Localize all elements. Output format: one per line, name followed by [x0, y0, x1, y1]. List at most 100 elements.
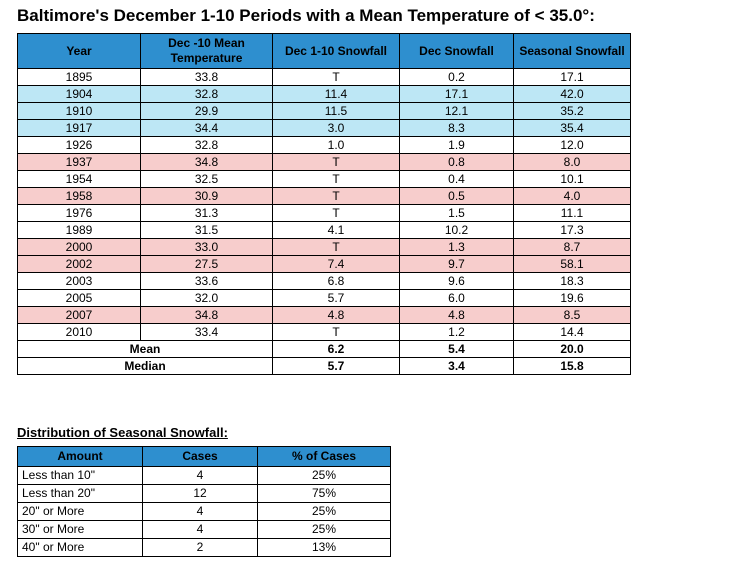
- cell-dec1-10-snowfall: T: [272, 170, 400, 188]
- cell-dec1-10-snowfall: T: [272, 323, 400, 341]
- cell-dec1-10-snowfall: T: [272, 187, 400, 205]
- cell-dec-snowfall: 0.5: [399, 187, 514, 205]
- year-row-1989: 1989 31.5 4.1 10.2 17.3: [17, 221, 631, 239]
- dist-col-header-amount: Amount: [17, 446, 143, 467]
- cell-mean-temp: 27.5: [140, 255, 273, 273]
- year-row-2003: 2003 33.6 6.8 9.6 18.3: [17, 272, 631, 290]
- dist-row: Less than 10" 4 25%: [17, 466, 391, 485]
- cell-year: 1904: [17, 85, 141, 103]
- cell-mean-temp: 30.9: [140, 187, 273, 205]
- dist-cell-pct: 25%: [257, 520, 391, 539]
- cell-mean-temp: 32.0: [140, 289, 273, 307]
- cell-mean-temp: 29.9: [140, 102, 273, 120]
- cell-dec1-10-snowfall: 4.8: [272, 306, 400, 324]
- cell-year: 1937: [17, 153, 141, 171]
- cell-seasonal-snowfall: 19.6: [513, 289, 631, 307]
- cell-dec1-10-snowfall: 11.5: [272, 102, 400, 120]
- cell-mean-temp: 33.0: [140, 238, 273, 256]
- dist-col-header-cases: Cases: [142, 446, 258, 467]
- cell-dec1-10-snowfall: 11.4: [272, 85, 400, 103]
- year-row-1976: 1976 31.3 T 1.5 11.1: [17, 204, 631, 222]
- year-row-1926: 1926 32.8 1.0 1.9 12.0: [17, 136, 631, 154]
- cell-seasonal-snowfall: 8.5: [513, 306, 631, 324]
- cell-mean-temp: 31.3: [140, 204, 273, 222]
- dist-cell-cases: 12: [142, 484, 258, 503]
- year-row-1958: 1958 30.9 T 0.5 4.0: [17, 187, 631, 205]
- year-row-1937: 1937 34.8 T 0.8 8.0: [17, 153, 631, 171]
- cell-dec-snowfall: 0.4: [399, 170, 514, 188]
- cell-year: 1917: [17, 119, 141, 137]
- summary-row-mean: Mean 6.2 5.4 20.0: [17, 340, 631, 358]
- cell-seasonal-snowfall: 4.0: [513, 187, 631, 205]
- year-row-2002: 2002 27.5 7.4 9.7 58.1: [17, 255, 631, 273]
- cell-mean-temp: 34.8: [140, 153, 273, 171]
- year-row-2000: 2000 33.0 T 1.3 8.7: [17, 238, 631, 256]
- cell-dec1-10-snowfall: 3.0: [272, 119, 400, 137]
- dist-cell-cases: 4: [142, 466, 258, 485]
- cell-dec-snowfall: 8.3: [399, 119, 514, 137]
- cell-year: 1895: [17, 68, 141, 86]
- cell-mean-temp: 31.5: [140, 221, 273, 239]
- summary-seasonal-snowfall: 20.0: [513, 340, 631, 358]
- cell-dec-snowfall: 9.6: [399, 272, 514, 290]
- cell-seasonal-snowfall: 14.4: [513, 323, 631, 341]
- cell-dec-snowfall: 10.2: [399, 221, 514, 239]
- cell-year: 2010: [17, 323, 141, 341]
- dist-table-header-row: Amount Cases % of Cases: [17, 446, 391, 467]
- cell-seasonal-snowfall: 12.0: [513, 136, 631, 154]
- cell-dec-snowfall: 1.3: [399, 238, 514, 256]
- col-header-mean-temp: Dec -10 Mean Temperature: [140, 33, 273, 69]
- dist-cell-cases: 4: [142, 502, 258, 521]
- col-header-dec-snowfall: Dec Snowfall: [399, 33, 514, 69]
- dist-cell-pct: 13%: [257, 538, 391, 557]
- cell-seasonal-snowfall: 8.7: [513, 238, 631, 256]
- dist-cell-pct: 25%: [257, 502, 391, 521]
- cell-seasonal-snowfall: 17.1: [513, 68, 631, 86]
- dist-row: Less than 20" 12 75%: [17, 484, 391, 503]
- year-row-2005: 2005 32.0 5.7 6.0 19.6: [17, 289, 631, 307]
- cell-dec1-10-snowfall: 7.4: [272, 255, 400, 273]
- dist-cell-amount: Less than 10": [17, 466, 143, 485]
- summary-label: Median: [17, 357, 273, 375]
- dist-row: 30" or More 4 25%: [17, 520, 391, 539]
- cell-year: 1989: [17, 221, 141, 239]
- dist-cell-amount: 30" or More: [17, 520, 143, 539]
- cell-dec-snowfall: 12.1: [399, 102, 514, 120]
- page-title: Baltimore's December 1-10 Periods with a…: [17, 6, 595, 25]
- cell-mean-temp: 32.5: [140, 170, 273, 188]
- year-row-1917: 1917 34.4 3.0 8.3 35.4: [17, 119, 631, 137]
- year-row-1895: 1895 33.8 T 0.2 17.1: [17, 68, 631, 86]
- cell-dec-snowfall: 1.9: [399, 136, 514, 154]
- cell-mean-temp: 33.6: [140, 272, 273, 290]
- cell-seasonal-snowfall: 58.1: [513, 255, 631, 273]
- dist-cell-pct: 25%: [257, 466, 391, 485]
- cell-mean-temp: 34.4: [140, 119, 273, 137]
- cell-dec1-10-snowfall: 1.0: [272, 136, 400, 154]
- year-row-1910: 1910 29.9 11.5 12.1 35.2: [17, 102, 631, 120]
- distribution-table: Amount Cases % of Cases Less than 10" 4 25…: [17, 446, 391, 557]
- year-row-2010: 2010 33.4 T 1.2 14.4: [17, 323, 631, 341]
- main-table-body: 1895 33.8 T 0.2 17.1 1904 32.8 11.4 17.1 42.0 1910…: [17, 68, 631, 341]
- cell-seasonal-snowfall: 35.2: [513, 102, 631, 120]
- cell-dec-snowfall: 1.2: [399, 323, 514, 341]
- cell-year: 2005: [17, 289, 141, 307]
- cell-seasonal-snowfall: 18.3: [513, 272, 631, 290]
- cell-dec1-10-snowfall: T: [272, 204, 400, 222]
- year-row-1954: 1954 32.5 T 0.4 10.1: [17, 170, 631, 188]
- cell-dec1-10-snowfall: T: [272, 153, 400, 171]
- summary-dec-snowfall: 3.4: [399, 357, 514, 375]
- cell-dec-snowfall: 17.1: [399, 85, 514, 103]
- year-row-1904: 1904 32.8 11.4 17.1 42.0: [17, 85, 631, 103]
- cell-year: 1926: [17, 136, 141, 154]
- main-table-header-row: Year Dec -10 Mean Temperature Dec 1-10 S…: [17, 33, 631, 69]
- summary-dec-snowfall: 5.4: [399, 340, 514, 358]
- cell-dec1-10-snowfall: 5.7: [272, 289, 400, 307]
- cell-year: 1958: [17, 187, 141, 205]
- dist-cell-cases: 2: [142, 538, 258, 557]
- dist-cell-pct: 75%: [257, 484, 391, 503]
- col-header-year: Year: [17, 33, 141, 69]
- cell-dec-snowfall: 0.8: [399, 153, 514, 171]
- cell-dec1-10-snowfall: T: [272, 238, 400, 256]
- cell-dec-snowfall: 6.0: [399, 289, 514, 307]
- cell-mean-temp: 33.4: [140, 323, 273, 341]
